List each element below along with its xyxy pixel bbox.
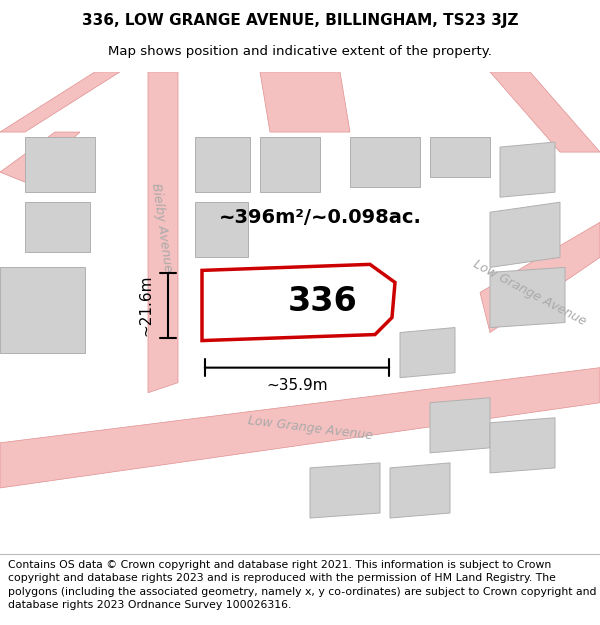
Text: ~35.9m: ~35.9m <box>266 378 328 393</box>
Polygon shape <box>148 72 178 392</box>
Polygon shape <box>490 202 560 268</box>
Text: Bielby Avenue: Bielby Avenue <box>149 182 175 272</box>
Polygon shape <box>490 268 565 328</box>
Polygon shape <box>430 137 490 177</box>
Polygon shape <box>0 368 600 488</box>
Text: Low Grange Avenue: Low Grange Avenue <box>472 257 589 328</box>
Polygon shape <box>25 202 90 252</box>
Polygon shape <box>480 222 600 332</box>
Polygon shape <box>310 463 380 518</box>
Polygon shape <box>490 72 600 152</box>
Polygon shape <box>390 463 450 518</box>
Polygon shape <box>260 137 320 192</box>
Polygon shape <box>0 72 120 132</box>
Polygon shape <box>260 72 350 132</box>
Polygon shape <box>195 202 248 258</box>
Polygon shape <box>0 268 85 352</box>
Polygon shape <box>500 142 555 198</box>
Polygon shape <box>195 137 250 192</box>
Text: Contains OS data © Crown copyright and database right 2021. This information is : Contains OS data © Crown copyright and d… <box>8 560 596 610</box>
Text: ~21.6m: ~21.6m <box>139 275 154 336</box>
Polygon shape <box>0 132 80 182</box>
Text: ~396m²/~0.098ac.: ~396m²/~0.098ac. <box>218 208 421 227</box>
Text: 336: 336 <box>288 285 358 318</box>
Polygon shape <box>490 418 555 473</box>
Polygon shape <box>350 137 420 187</box>
Text: 336, LOW GRANGE AVENUE, BILLINGHAM, TS23 3JZ: 336, LOW GRANGE AVENUE, BILLINGHAM, TS23… <box>82 12 518 28</box>
Polygon shape <box>400 328 455 378</box>
Polygon shape <box>25 137 95 192</box>
Text: Low Grange Avenue: Low Grange Avenue <box>247 414 373 442</box>
Text: Map shows position and indicative extent of the property.: Map shows position and indicative extent… <box>108 45 492 58</box>
Polygon shape <box>202 264 395 341</box>
Polygon shape <box>430 398 490 453</box>
